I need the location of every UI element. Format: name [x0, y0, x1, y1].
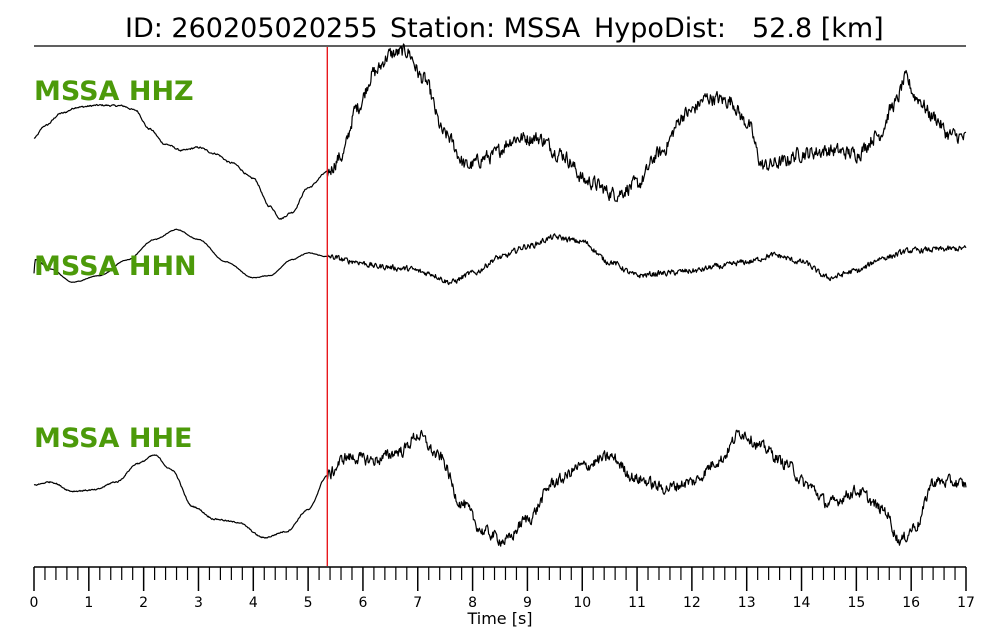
- tick-label: 11: [628, 595, 646, 611]
- trace-hhe: [33, 429, 967, 547]
- tick-label: 2: [139, 595, 148, 611]
- tick-label: 13: [738, 595, 756, 611]
- channel-label-hhe: MSSA HHE: [34, 423, 192, 454]
- channel-label-hhn: MSSA HHN: [34, 251, 197, 282]
- tick-label: 0: [30, 595, 39, 611]
- tick-label: 15: [847, 595, 865, 611]
- title-event-id: ID: 260205020255: [125, 13, 378, 44]
- tick-label: 14: [793, 595, 811, 611]
- figure-title: ID: 260205020255 Station: MSSA HypoDist:…: [125, 13, 884, 44]
- title-station: Station: MSSA: [390, 13, 581, 44]
- tick-label: 1: [84, 595, 93, 611]
- channel-label-hhz: MSSA HHZ: [34, 76, 194, 107]
- title-hypodist-value: 52.8 [km]: [752, 13, 884, 44]
- tick-label: 12: [683, 595, 701, 611]
- tick-label: 5: [304, 595, 313, 611]
- tick-label: 17: [957, 595, 975, 611]
- tick-label: 9: [523, 595, 532, 611]
- tick-label: 4: [249, 595, 258, 611]
- tick-label: 10: [573, 595, 591, 611]
- trace-hhn: [33, 228, 967, 286]
- tick-label: 7: [413, 595, 422, 611]
- tick-label: 8: [468, 595, 477, 611]
- waveform-traces: [33, 43, 967, 547]
- tick-label: 16: [902, 595, 920, 611]
- time-axis: 0 1 2 3 4 5 6 7 8 9 10 11 12 13 14 15 16 17: [30, 566, 975, 611]
- trace-hhz: [33, 43, 967, 220]
- title-hypodist-label: HypoDist:: [594, 13, 726, 44]
- tick-label: 6: [358, 595, 367, 611]
- tick-label: 3: [194, 595, 203, 611]
- time-axis-title: Time [s]: [466, 609, 532, 628]
